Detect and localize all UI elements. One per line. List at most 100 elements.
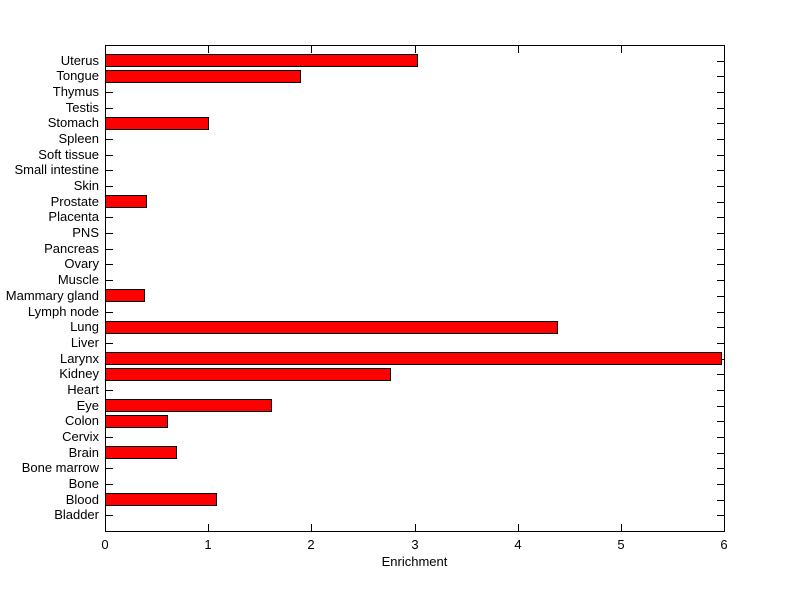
bar-kidney (105, 368, 391, 381)
y-tick-right (717, 155, 724, 156)
y-tick-label: Ovary (64, 256, 99, 271)
y-tick-label: Spleen (58, 131, 99, 146)
y-tick-label: Muscle (57, 272, 99, 287)
y-tick-label: Skin (73, 178, 99, 193)
y-tick-left (106, 155, 113, 156)
y-tick-right (717, 186, 724, 187)
x-tick-bottom (208, 524, 209, 531)
x-tick-bottom (105, 524, 106, 531)
bar-lung (105, 321, 558, 334)
y-tick-right (717, 264, 724, 265)
x-tick-label: 2 (307, 537, 315, 552)
y-tick-right (717, 170, 724, 171)
y-tick-left (106, 170, 113, 171)
y-tick-right (717, 468, 724, 469)
bar-prostate (105, 195, 147, 208)
y-tick-label: Bone (68, 476, 99, 491)
y-tick-label: Uterus (60, 53, 99, 68)
y-tick-right (717, 374, 724, 375)
x-tick-label: 0 (101, 537, 109, 552)
y-tick-right (717, 296, 724, 297)
bar-larynx (105, 352, 722, 365)
bar-blood (105, 493, 217, 506)
y-tick-right (717, 437, 724, 438)
y-tick-label: Testis (65, 100, 99, 115)
y-tick-right (717, 390, 724, 391)
y-tick-label: Colon (65, 413, 99, 428)
y-tick-left (106, 390, 113, 391)
y-tick-right (717, 108, 724, 109)
y-tick-right (717, 233, 724, 234)
y-tick-right (717, 406, 724, 407)
y-tick-left (106, 437, 113, 438)
y-tick-label: Soft tissue (38, 147, 99, 162)
y-tick-right (717, 280, 724, 281)
y-tick-label: Tongue (56, 68, 99, 83)
y-tick-label: Placenta (48, 209, 99, 224)
x-tick-bottom (415, 524, 416, 531)
y-tick-left (106, 186, 113, 187)
y-tick-left (106, 139, 113, 140)
x-tick-label: 6 (720, 537, 728, 552)
y-tick-right (717, 139, 724, 140)
x-tick-top (621, 46, 622, 53)
y-tick-left (106, 515, 113, 516)
y-tick-label: Bone marrow (21, 460, 99, 475)
bar-stomach (105, 117, 209, 130)
y-tick-label: PNS (72, 225, 99, 240)
bar-tongue (105, 70, 301, 83)
y-tick-label: Heart (67, 382, 99, 397)
y-tick-right (717, 515, 724, 516)
bar-eye (105, 399, 272, 412)
x-tick-top (724, 46, 725, 53)
x-tick-top (415, 46, 416, 53)
x-tick-label: 3 (411, 537, 419, 552)
y-tick-label: Larynx (59, 351, 99, 366)
bar-mammary-gland (105, 289, 145, 302)
y-tick-left (106, 264, 113, 265)
x-axis-title: Enrichment (381, 554, 448, 569)
y-tick-label: Thymus (52, 84, 99, 99)
y-tick-label: Blood (65, 492, 99, 507)
y-tick-right (717, 76, 724, 77)
y-tick-label: Prostate (50, 194, 99, 209)
y-tick-label: Cervix (62, 429, 99, 444)
x-tick-label: 5 (617, 537, 625, 552)
y-tick-left (106, 484, 113, 485)
x-tick-bottom (311, 524, 312, 531)
y-tick-left (106, 280, 113, 281)
y-tick-right (717, 92, 724, 93)
y-tick-right (717, 123, 724, 124)
y-tick-right (717, 421, 724, 422)
x-tick-top (518, 46, 519, 53)
y-tick-label: Bladder (54, 507, 99, 522)
y-tick-left (106, 108, 113, 109)
y-tick-right (717, 202, 724, 203)
bar-colon (105, 415, 168, 428)
y-tick-label: Mammary gland (5, 288, 99, 303)
y-tick-left (106, 92, 113, 93)
x-tick-label: 4 (514, 537, 522, 552)
x-tick-top (105, 46, 106, 53)
x-tick-bottom (621, 524, 622, 531)
y-tick-right (717, 249, 724, 250)
y-tick-right (717, 453, 724, 454)
y-tick-label: Liver (70, 335, 99, 350)
y-tick-left (106, 468, 113, 469)
y-tick-label: Stomach (47, 115, 99, 130)
y-tick-label: Kidney (59, 366, 99, 381)
y-tick-label: Eye (76, 398, 99, 413)
y-tick-left (106, 233, 113, 234)
y-tick-right (717, 343, 724, 344)
y-tick-right (717, 327, 724, 328)
x-tick-label: 1 (204, 537, 212, 552)
y-tick-right (717, 217, 724, 218)
y-tick-right (717, 500, 724, 501)
x-tick-bottom (518, 524, 519, 531)
x-tick-bottom (724, 524, 725, 531)
y-tick-label: Pancreas (44, 241, 99, 256)
bar-uterus (105, 54, 418, 67)
y-tick-label: Brain (68, 445, 99, 460)
y-tick-left (106, 312, 113, 313)
